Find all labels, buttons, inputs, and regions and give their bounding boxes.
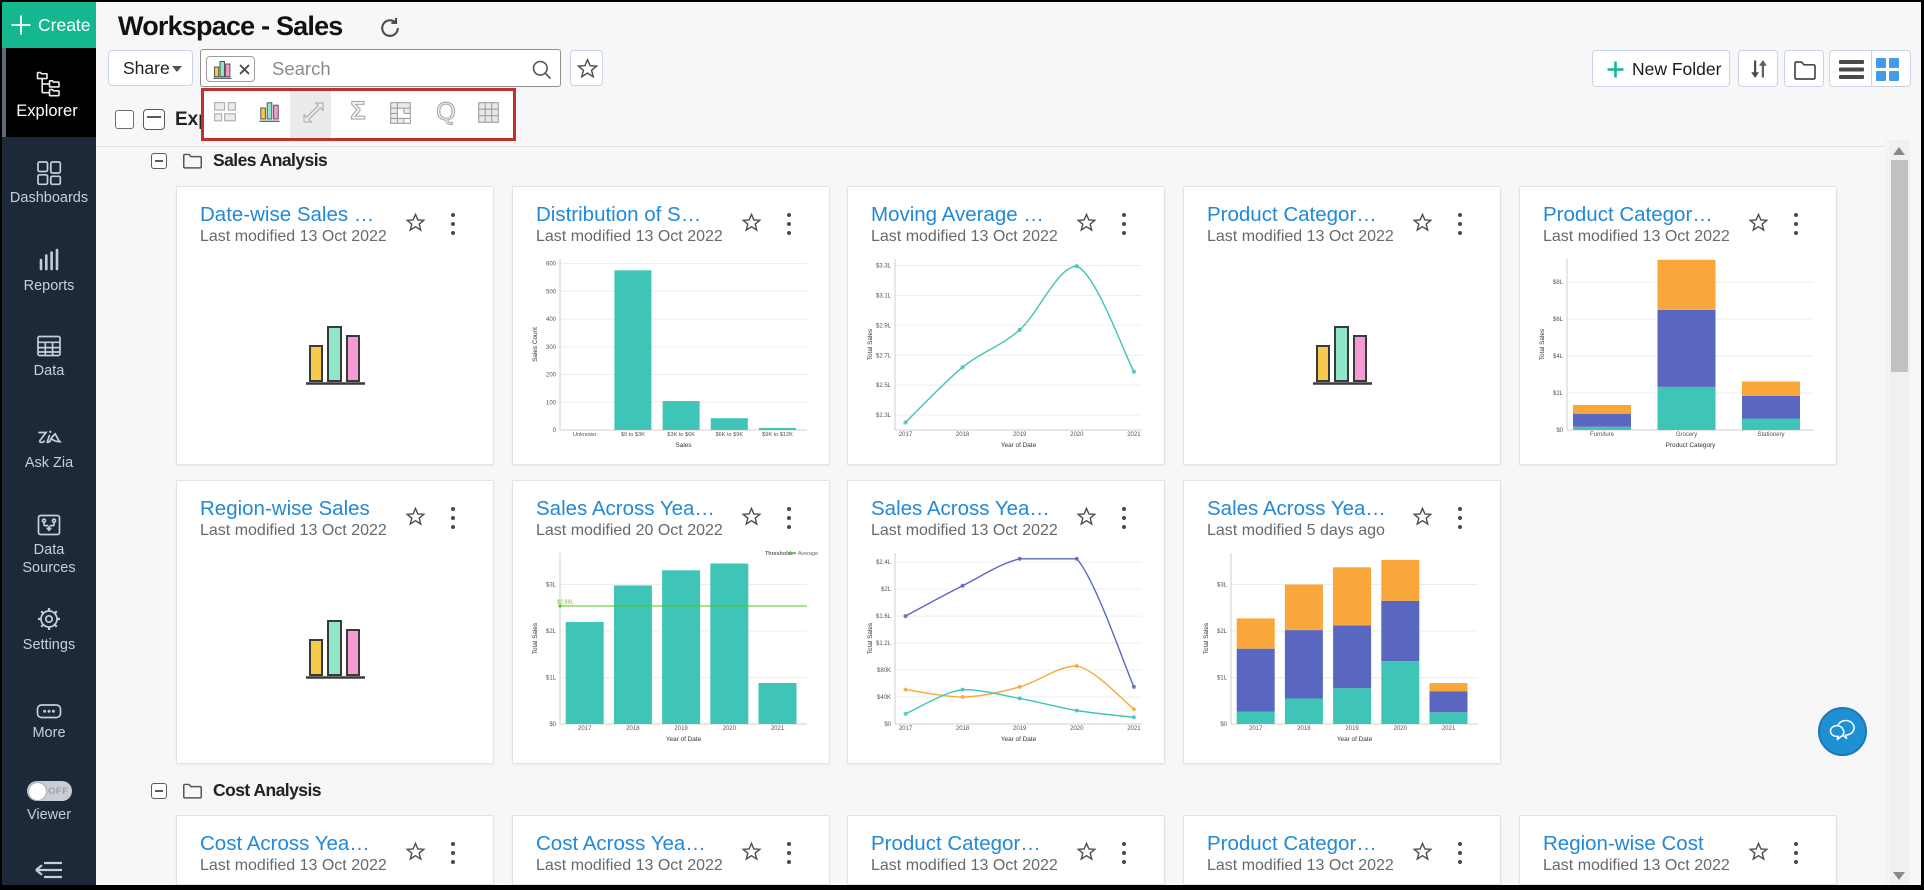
svg-text:Unknown: Unknown (573, 432, 596, 438)
svg-text:$3.3L: $3.3L (876, 264, 892, 270)
svg-text:Year of Date: Year of Date (1337, 736, 1373, 743)
svg-text:2021: 2021 (1127, 432, 1141, 438)
svg-text:$2.5L: $2.5L (876, 383, 892, 389)
svg-text:Sales Count: Sales Count (532, 327, 539, 362)
svg-text:$1L: $1L (546, 676, 557, 682)
svg-text:300: 300 (546, 345, 557, 351)
svg-text:$3L: $3L (546, 583, 557, 589)
svg-text:Sales: Sales (676, 442, 692, 449)
svg-text:2018: 2018 (956, 432, 970, 438)
svg-text:$2L: $2L (881, 587, 892, 593)
svg-text:$3L: $3L (1217, 583, 1228, 589)
svg-text:Average: Average (798, 551, 818, 557)
svg-text:Year of Date: Year of Date (1001, 442, 1037, 449)
svg-text:2017: 2017 (578, 726, 592, 732)
svg-text:$2L: $2L (1553, 391, 1564, 397)
svg-text:$3.1L: $3.1L (876, 294, 892, 300)
svg-text:$0: $0 (884, 722, 891, 728)
svg-text:$0: $0 (1220, 722, 1227, 728)
svg-text:Year of Date: Year of Date (1001, 736, 1037, 743)
svg-text:200: 200 (546, 373, 557, 379)
svg-text:Year of Date: Year of Date (666, 736, 702, 743)
svg-text:Total Sales: Total Sales (867, 329, 874, 360)
svg-text:2020: 2020 (1070, 432, 1084, 438)
svg-text:$4L: $4L (1553, 354, 1564, 360)
svg-text:Stationery: Stationery (1757, 432, 1784, 438)
svg-text:$0: $0 (1556, 428, 1563, 434)
svg-text:$0: $0 (549, 722, 556, 728)
svg-text:Total Sales: Total Sales (867, 623, 874, 654)
svg-text:$6K to $9K: $6K to $9K (715, 432, 743, 438)
svg-text:100: 100 (546, 400, 557, 406)
svg-text:$1.6L: $1.6L (876, 614, 892, 620)
svg-text:$6L: $6L (1553, 317, 1564, 323)
svg-text:Grocery: Grocery (1676, 432, 1697, 438)
svg-text:2017: 2017 (899, 726, 913, 732)
svg-text:$2.3L: $2.3L (876, 413, 892, 419)
svg-text:$9K to $12K: $9K to $12K (762, 432, 793, 438)
svg-text:2017: 2017 (899, 432, 913, 438)
svg-text:2020: 2020 (1394, 726, 1408, 732)
svg-text:2019: 2019 (1345, 726, 1359, 732)
svg-text:2021: 2021 (1127, 726, 1141, 732)
svg-text:500: 500 (546, 289, 557, 295)
svg-text:400: 400 (546, 317, 557, 323)
svg-text:$40K: $40K (877, 695, 891, 701)
svg-text:$2.7L: $2.7L (876, 353, 892, 359)
svg-text:2021: 2021 (1442, 726, 1456, 732)
svg-text:2018: 2018 (1297, 726, 1311, 732)
svg-text:$8L: $8L (1553, 280, 1564, 286)
svg-text:$0 to $3K: $0 to $3K (621, 432, 645, 438)
svg-text:$2L: $2L (1217, 629, 1228, 635)
svg-text:$2.9L: $2.9L (876, 323, 892, 329)
svg-text:$2L: $2L (546, 629, 557, 635)
svg-text:$80K: $80K (877, 668, 891, 674)
svg-text:Total Sales: Total Sales (1203, 623, 1210, 654)
svg-text:2017: 2017 (1249, 726, 1263, 732)
svg-text:Product Category: Product Category (1666, 442, 1717, 449)
svg-text:2021: 2021 (771, 726, 785, 732)
svg-text:600: 600 (546, 262, 557, 268)
svg-text:2020: 2020 (1070, 726, 1084, 732)
svg-text:2018: 2018 (626, 726, 640, 732)
svg-text:Threshold:: Threshold: (765, 551, 793, 557)
svg-text:Total Sales: Total Sales (532, 623, 539, 654)
svg-text:$3K to $6K: $3K to $6K (667, 432, 695, 438)
svg-text:$2.69L: $2.69L (557, 600, 574, 606)
svg-text:2019: 2019 (674, 726, 688, 732)
svg-text:$1L: $1L (1217, 676, 1228, 682)
svg-text:Total Sales: Total Sales (1539, 329, 1546, 360)
svg-text:2019: 2019 (1013, 726, 1027, 732)
svg-text:$1.2L: $1.2L (876, 641, 892, 647)
svg-text:2020: 2020 (723, 726, 737, 732)
svg-text:0: 0 (553, 428, 557, 434)
svg-text:$2.4L: $2.4L (876, 560, 892, 566)
svg-text:2019: 2019 (1013, 432, 1027, 438)
svg-text:2018: 2018 (956, 726, 970, 732)
svg-text:Furniture: Furniture (1590, 432, 1615, 438)
